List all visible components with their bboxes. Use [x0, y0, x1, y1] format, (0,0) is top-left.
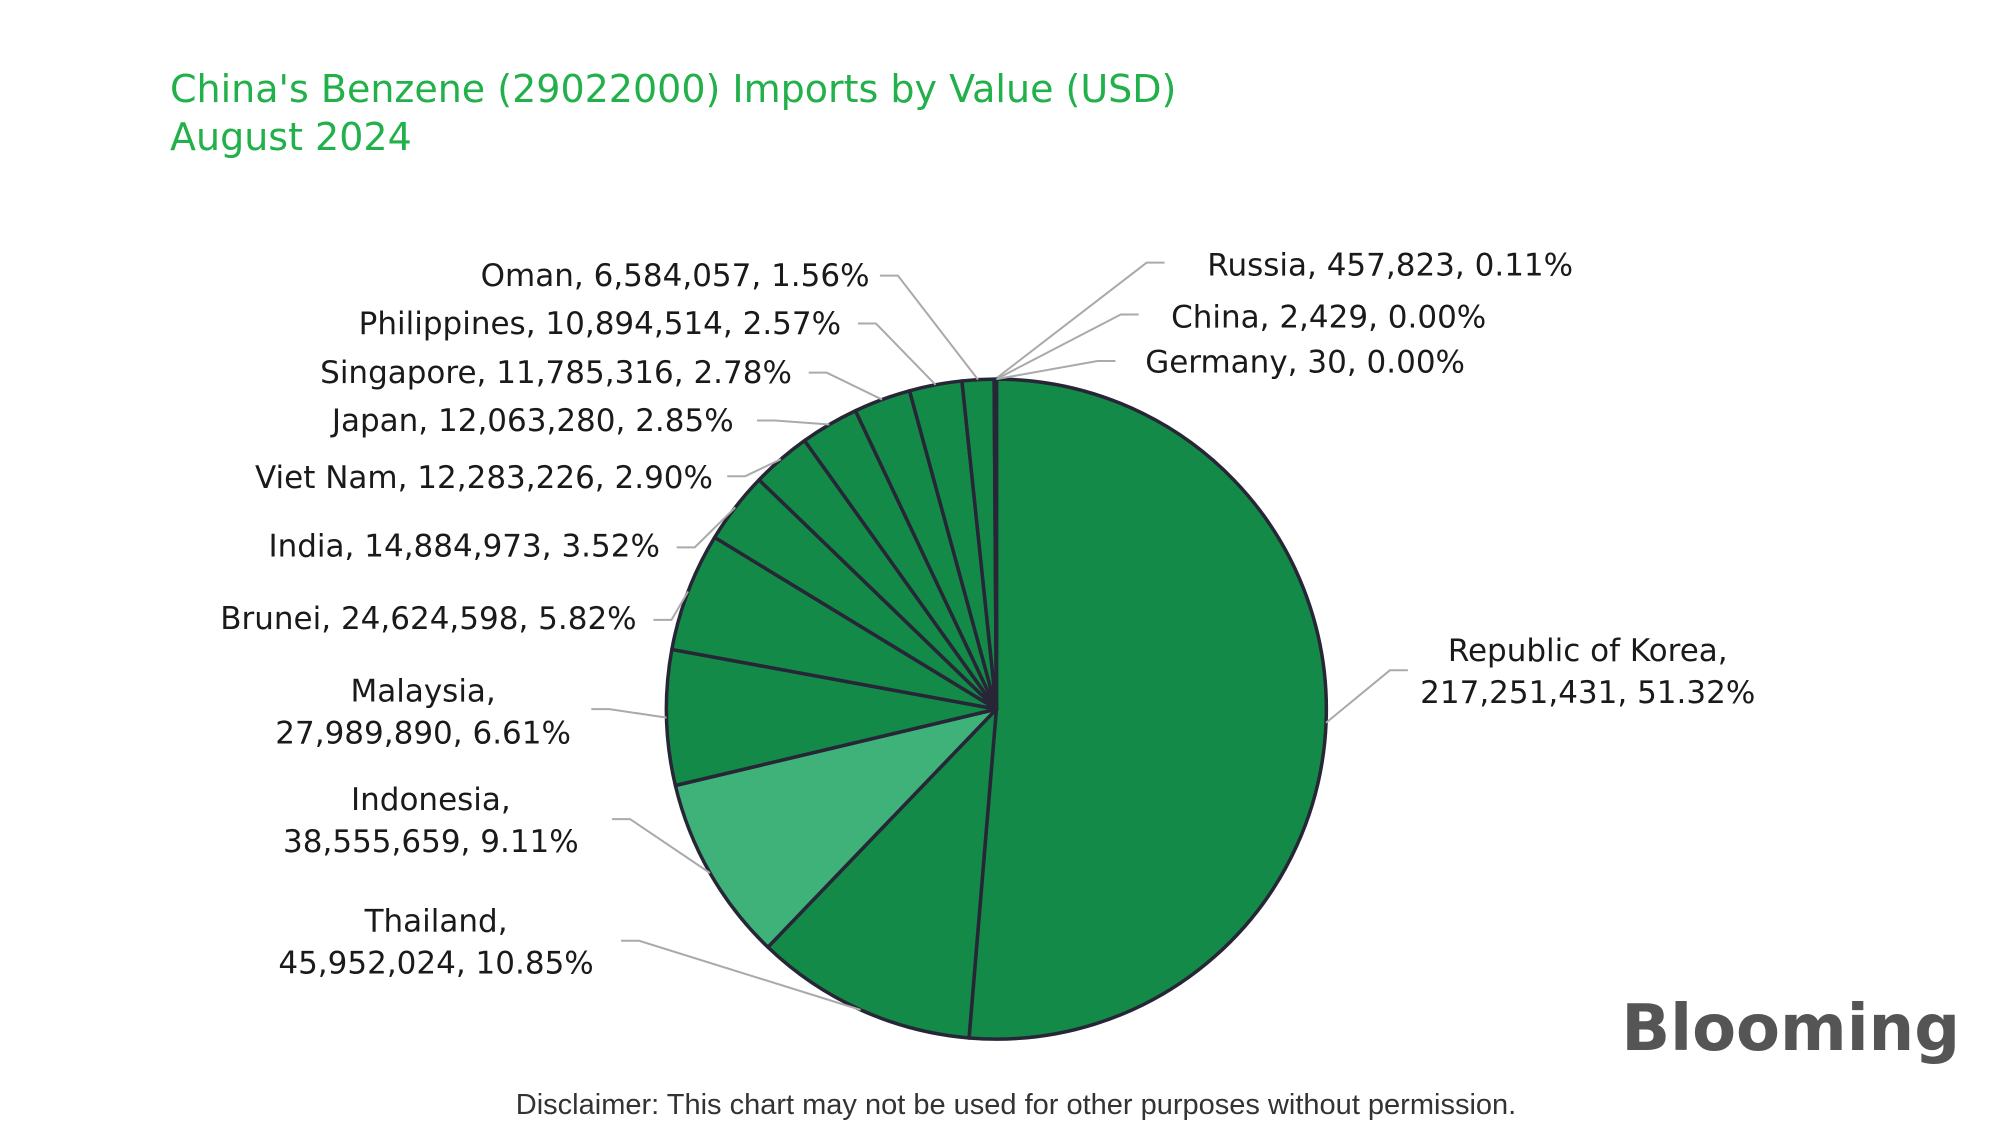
leader-line [1325, 669, 1408, 724]
leader-line [727, 458, 782, 478]
data-label: Germany, 30, 0.00% [1145, 344, 1465, 380]
data-label-line: Brunei, 24,624,598, 5.82% [220, 600, 636, 636]
chart-subtitle: August 2024 [170, 115, 412, 159]
chart-title: China's Benzene (29022000) Imports by Va… [170, 67, 1176, 111]
leader-line [995, 313, 1139, 381]
leader-line [591, 708, 667, 719]
data-label: Philippines, 10,894,514, 2.57% [359, 305, 841, 341]
data-label-line: 45,952,024, 10.85% [278, 945, 593, 981]
data-label: Japan, 12,063,280, 2.85% [330, 402, 734, 438]
data-label: Malaysia, 27,989,890, 6.61% [275, 673, 571, 751]
data-label-line: Viet Nam, 12,283,226, 2.90% [255, 459, 713, 495]
leader-line [879, 274, 979, 381]
data-label-line: 38,555,659, 9.11% [283, 823, 579, 859]
leader-line [994, 261, 1165, 380]
data-label: Thailand, 45,952,024, 10.85% [278, 903, 593, 981]
leader-line [612, 818, 711, 874]
data-label-line: 217,251,431, 51.32% [1420, 675, 1755, 711]
leader-line [808, 371, 883, 401]
pie-slice [673, 707, 999, 949]
data-label: Indonesia, 38,555,659, 9.11% [283, 781, 579, 859]
leader-line [756, 419, 830, 426]
data-label-line: India, 14,884,973, 3.52% [268, 528, 659, 564]
data-label-line: Republic of Korea, [1448, 633, 1728, 669]
data-label-line: Russia, 457,823, 0.11% [1207, 247, 1573, 283]
data-label: India, 14,884,973, 3.52% [268, 528, 659, 564]
data-label: Brunei, 24,624,598, 5.82% [220, 600, 636, 636]
data-label-line: Indonesia, [351, 781, 511, 817]
data-label-line: Thailand, [364, 903, 508, 939]
leader-line [653, 590, 689, 621]
leader-line [857, 322, 937, 386]
data-label-line: 27,989,890, 6.61% [275, 715, 571, 751]
data-label-line: Japan, 12,063,280, 2.85% [330, 402, 734, 438]
data-label: China, 2,429, 0.00% [1171, 299, 1486, 335]
data-label: Republic of Korea, 217,251,431, 51.32% [1420, 633, 1755, 711]
data-label-line: China, 2,429, 0.00% [1171, 299, 1486, 335]
data-label-line: Singapore, 11,785,316, 2.78% [320, 354, 792, 390]
data-label: Russia, 457,823, 0.11% [1207, 247, 1573, 283]
data-label-line: Philippines, 10,894,514, 2.57% [359, 305, 841, 341]
data-label-line: Malaysia, [350, 673, 495, 709]
data-label-line: Germany, 30, 0.00% [1145, 344, 1465, 380]
leader-line [676, 506, 736, 549]
data-label-line: Oman, 6,584,057, 1.56% [481, 257, 870, 293]
data-label: Viet Nam, 12,283,226, 2.90% [255, 459, 713, 495]
data-label: Singapore, 11,785,316, 2.78% [320, 354, 792, 390]
disclaimer: Disclaimer: This chart may not be used f… [516, 1089, 1516, 1121]
data-label: Oman, 6,584,057, 1.56% [481, 257, 870, 293]
pie-slice [967, 377, 1329, 1041]
leader-line [996, 360, 1116, 381]
pie-slice [766, 707, 999, 1040]
brand-logo: Blooming [1621, 992, 1960, 1066]
leader-line [621, 939, 861, 1011]
